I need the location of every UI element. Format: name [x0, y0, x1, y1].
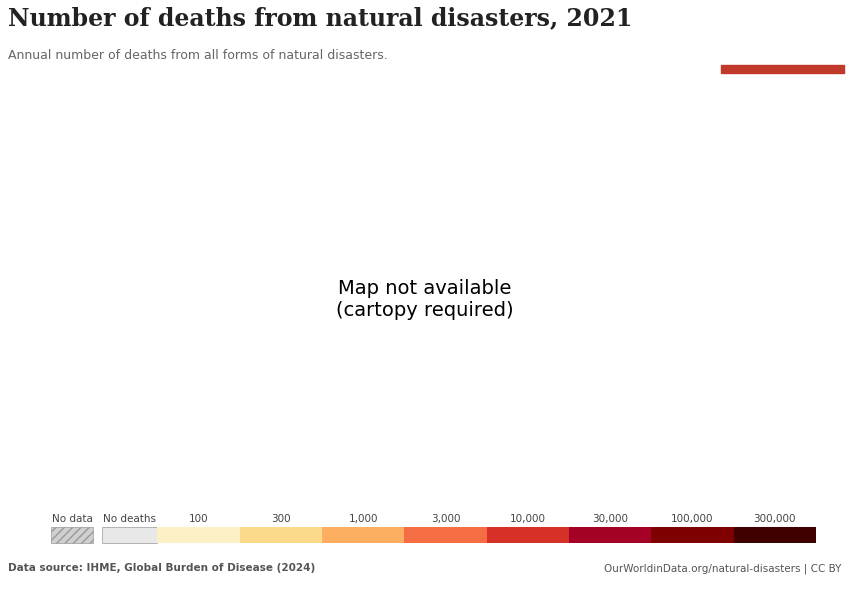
Text: 100,000: 100,000	[672, 514, 714, 524]
Text: 1,000: 1,000	[348, 514, 378, 524]
Bar	[734, 527, 816, 543]
Bar	[569, 527, 651, 543]
Text: Our World
in Data: Our World in Data	[752, 22, 812, 46]
Text: 10,000: 10,000	[510, 514, 546, 524]
Bar	[721, 65, 844, 73]
Text: 100: 100	[189, 514, 208, 524]
Bar	[487, 527, 569, 543]
Bar	[240, 527, 322, 543]
Text: 300,000: 300,000	[754, 514, 796, 524]
Bar	[651, 527, 734, 543]
Text: Map not available
(cartopy required): Map not available (cartopy required)	[337, 280, 513, 320]
Bar	[102, 527, 157, 543]
Text: Data source: IHME, Global Burden of Disease (2024): Data source: IHME, Global Burden of Dise…	[8, 563, 315, 574]
Text: 30,000: 30,000	[592, 514, 628, 524]
Text: 3,000: 3,000	[431, 514, 460, 524]
Text: No data: No data	[52, 514, 93, 524]
Bar	[157, 527, 240, 543]
Text: Number of deaths from natural disasters, 2021: Number of deaths from natural disasters,…	[8, 6, 633, 30]
Text: OurWorldinData.org/natural-disasters | CC BY: OurWorldinData.org/natural-disasters | C…	[604, 563, 842, 574]
Bar	[405, 527, 487, 543]
Text: No deaths: No deaths	[104, 514, 156, 524]
Text: 300: 300	[271, 514, 291, 524]
Bar	[322, 527, 405, 543]
Bar	[51, 527, 94, 543]
Text: Annual number of deaths from all forms of natural disasters.: Annual number of deaths from all forms o…	[8, 49, 388, 62]
